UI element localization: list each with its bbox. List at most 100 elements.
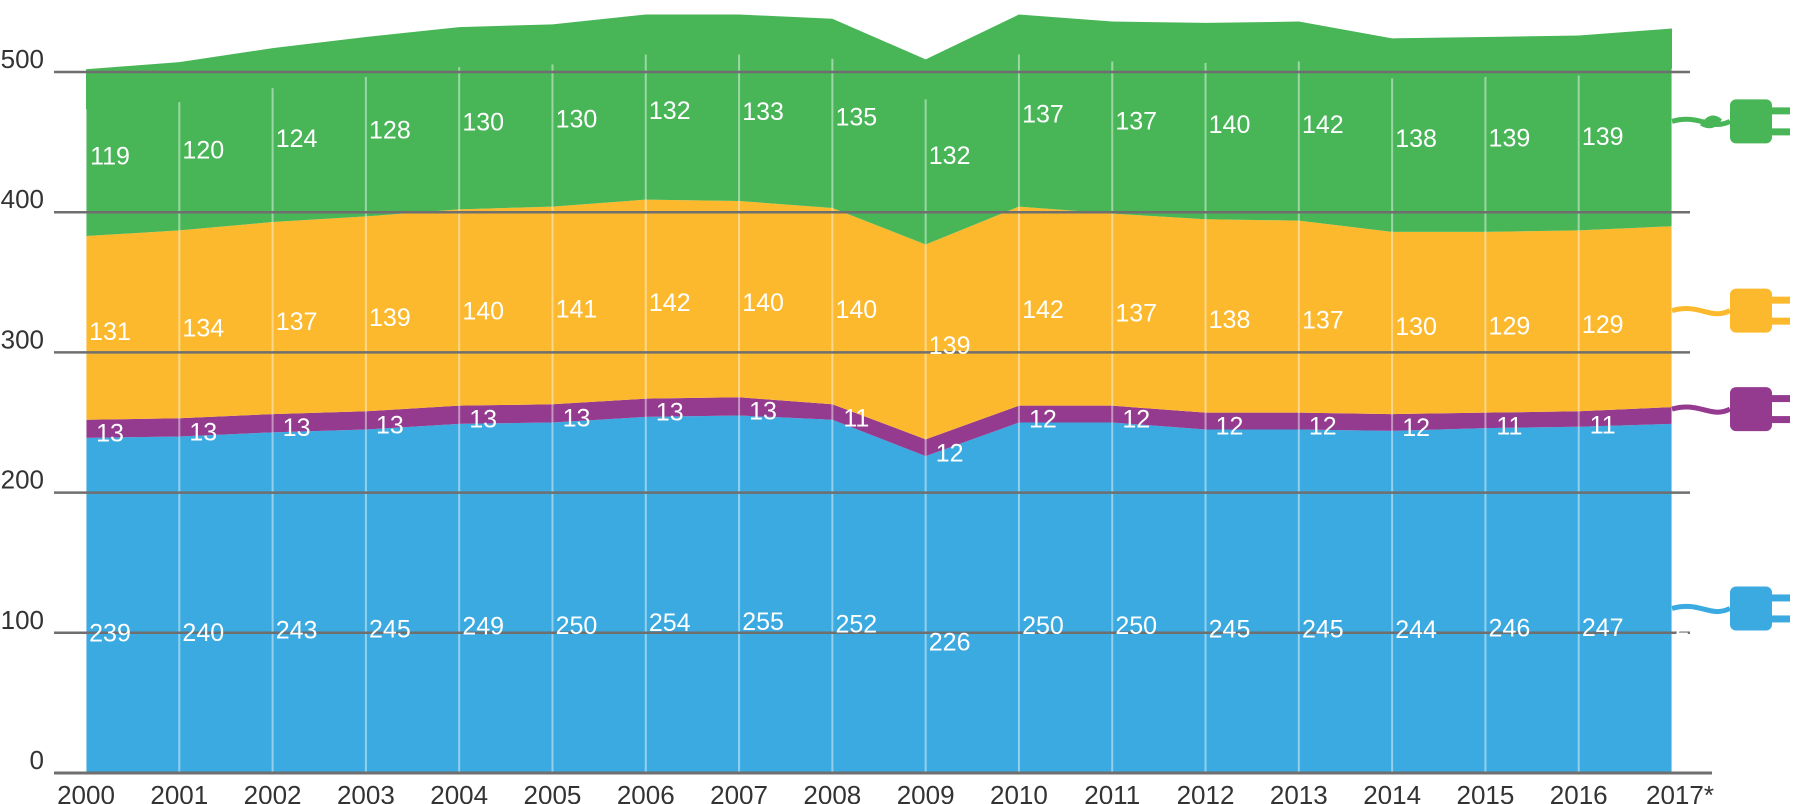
- data-label-purple: 12: [1402, 414, 1430, 442]
- x-tick-label: 2013: [1270, 780, 1328, 804]
- data-label-blue: 240: [182, 619, 224, 647]
- data-label-blue: 245: [1302, 615, 1344, 643]
- data-label-purple: 12: [936, 439, 964, 467]
- data-label-blue: 249: [462, 612, 504, 640]
- data-label-purple: 13: [469, 406, 497, 434]
- data-label-purple: 12: [1029, 406, 1057, 434]
- y-tick-label: 0: [30, 745, 44, 775]
- data-label-yellow: 129: [1489, 312, 1531, 340]
- data-label-purple: 13: [189, 418, 217, 446]
- data-label-green: 132: [649, 97, 691, 125]
- x-axis-ticks: 2000 2001 2002 2003 2004 2005 2006 2007 2008 2009…: [57, 780, 1714, 804]
- x-tick-label: 2005: [524, 780, 582, 804]
- data-label-blue: 246: [1489, 615, 1531, 643]
- data-label-blue: 243: [276, 617, 318, 645]
- data-label-blue: 247: [1582, 614, 1624, 642]
- data-label-blue: 245: [369, 615, 411, 643]
- data-label-purple: 11: [1590, 411, 1616, 439]
- data-label-blue: 252: [835, 610, 877, 638]
- data-label-purple: 13: [563, 404, 591, 432]
- data-label-blue: 250: [1022, 612, 1064, 640]
- data-label-purple: 12: [1309, 413, 1337, 441]
- data-label-green: 120: [182, 136, 224, 164]
- data-label-blue: 245: [1209, 615, 1251, 643]
- data-label-yellow: 140: [462, 298, 504, 326]
- data-label-green: 130: [556, 105, 598, 133]
- x-tick-label: 2011: [1084, 780, 1140, 804]
- x-tick-label: 2012: [1177, 780, 1235, 804]
- data-label-green: 133: [742, 98, 784, 126]
- x-tick-label: 2007: [710, 780, 768, 804]
- x-tick-label: 2017*: [1646, 780, 1714, 804]
- vertical-gridlines: [85, 54, 1673, 773]
- data-label-purple: 11: [843, 404, 869, 432]
- x-tick-label: 2004: [430, 780, 488, 804]
- x-tick-label: 2000: [57, 780, 115, 804]
- data-label-yellow: 129: [1582, 311, 1624, 339]
- data-label-green: 128: [369, 117, 411, 145]
- x-tick-label: 2010: [990, 780, 1048, 804]
- data-label-yellow: 140: [742, 289, 784, 317]
- data-label-purple: 12: [1216, 413, 1244, 441]
- data-label-purple: 11: [1496, 413, 1522, 441]
- data-label-yellow: 139: [369, 304, 411, 332]
- x-tick-label: 2016: [1550, 780, 1608, 804]
- y-tick-label: 100: [1, 605, 44, 635]
- data-label-blue: 250: [556, 612, 598, 640]
- data-label-yellow: 140: [835, 296, 877, 324]
- data-label-green: 124: [276, 125, 318, 153]
- data-labels: 239 240 243 245 249 250 254 255 252 226 250 250 245 2…: [89, 97, 1717, 657]
- data-label-green: 138: [1395, 125, 1437, 153]
- data-label-blue: 249: [1675, 612, 1717, 640]
- data-label-green: 135: [835, 103, 877, 131]
- data-label-blue: 226: [929, 629, 971, 657]
- plug-leaf-icon: [1671, 99, 1790, 144]
- data-label-green: 137: [1115, 108, 1157, 136]
- data-label-purple: 13: [96, 420, 124, 448]
- x-tick-label: 2015: [1456, 780, 1514, 804]
- y-tick-label: 200: [1, 465, 44, 495]
- data-label-green: 140: [1209, 111, 1251, 139]
- x-tick-label: 2006: [617, 780, 675, 804]
- y-tick-label: 500: [1, 44, 44, 74]
- data-label-blue: 255: [742, 608, 784, 636]
- data-label-yellow: 142: [1022, 296, 1064, 324]
- legend-icons: [1671, 99, 1790, 631]
- data-label-yellow: 139: [929, 332, 971, 360]
- data-label-green: 139: [1582, 123, 1624, 151]
- data-label-yellow: 138: [1209, 306, 1251, 334]
- data-label-green: 119: [90, 143, 130, 171]
- data-label-blue: 250: [1115, 612, 1157, 640]
- x-tick-label: 2009: [897, 780, 955, 804]
- data-label-blue: 244: [1395, 616, 1437, 644]
- data-label-yellow: 137: [1302, 307, 1344, 335]
- horizontal-gridlines: [54, 70, 1712, 775]
- data-label-green: 130: [462, 108, 504, 136]
- data-label-purple: 13: [749, 397, 777, 425]
- data-label-green: 139: [1489, 124, 1531, 152]
- data-label-green: 142: [1302, 111, 1344, 139]
- data-label-purple: 13: [656, 399, 684, 427]
- data-label-yellow: 134: [182, 314, 224, 342]
- data-label-blue: 254: [649, 609, 691, 637]
- data-label-yellow: 130: [1395, 313, 1437, 341]
- data-label-yellow: 141: [556, 295, 598, 323]
- x-tick-label: 2008: [803, 780, 861, 804]
- data-label-purple: 12: [1122, 406, 1150, 434]
- data-label-purple: 13: [376, 411, 404, 439]
- area-purple: [86, 397, 1672, 457]
- data-label-green: 132: [929, 142, 971, 170]
- data-label-yellow: 137: [276, 308, 318, 336]
- area-blue: [86, 415, 1672, 773]
- x-tick-label: 2014: [1363, 780, 1421, 804]
- x-tick-label: 2001: [150, 780, 208, 804]
- data-label-blue: 239: [89, 619, 131, 647]
- y-tick-label: 400: [1, 184, 44, 214]
- y-tick-label: 300: [1, 324, 44, 354]
- data-label-yellow: 142: [649, 289, 691, 317]
- x-tick-label: 2002: [244, 780, 302, 804]
- plug-icon: [1671, 586, 1790, 631]
- x-tick-label: 2003: [337, 780, 395, 804]
- plug-icon: [1671, 387, 1790, 432]
